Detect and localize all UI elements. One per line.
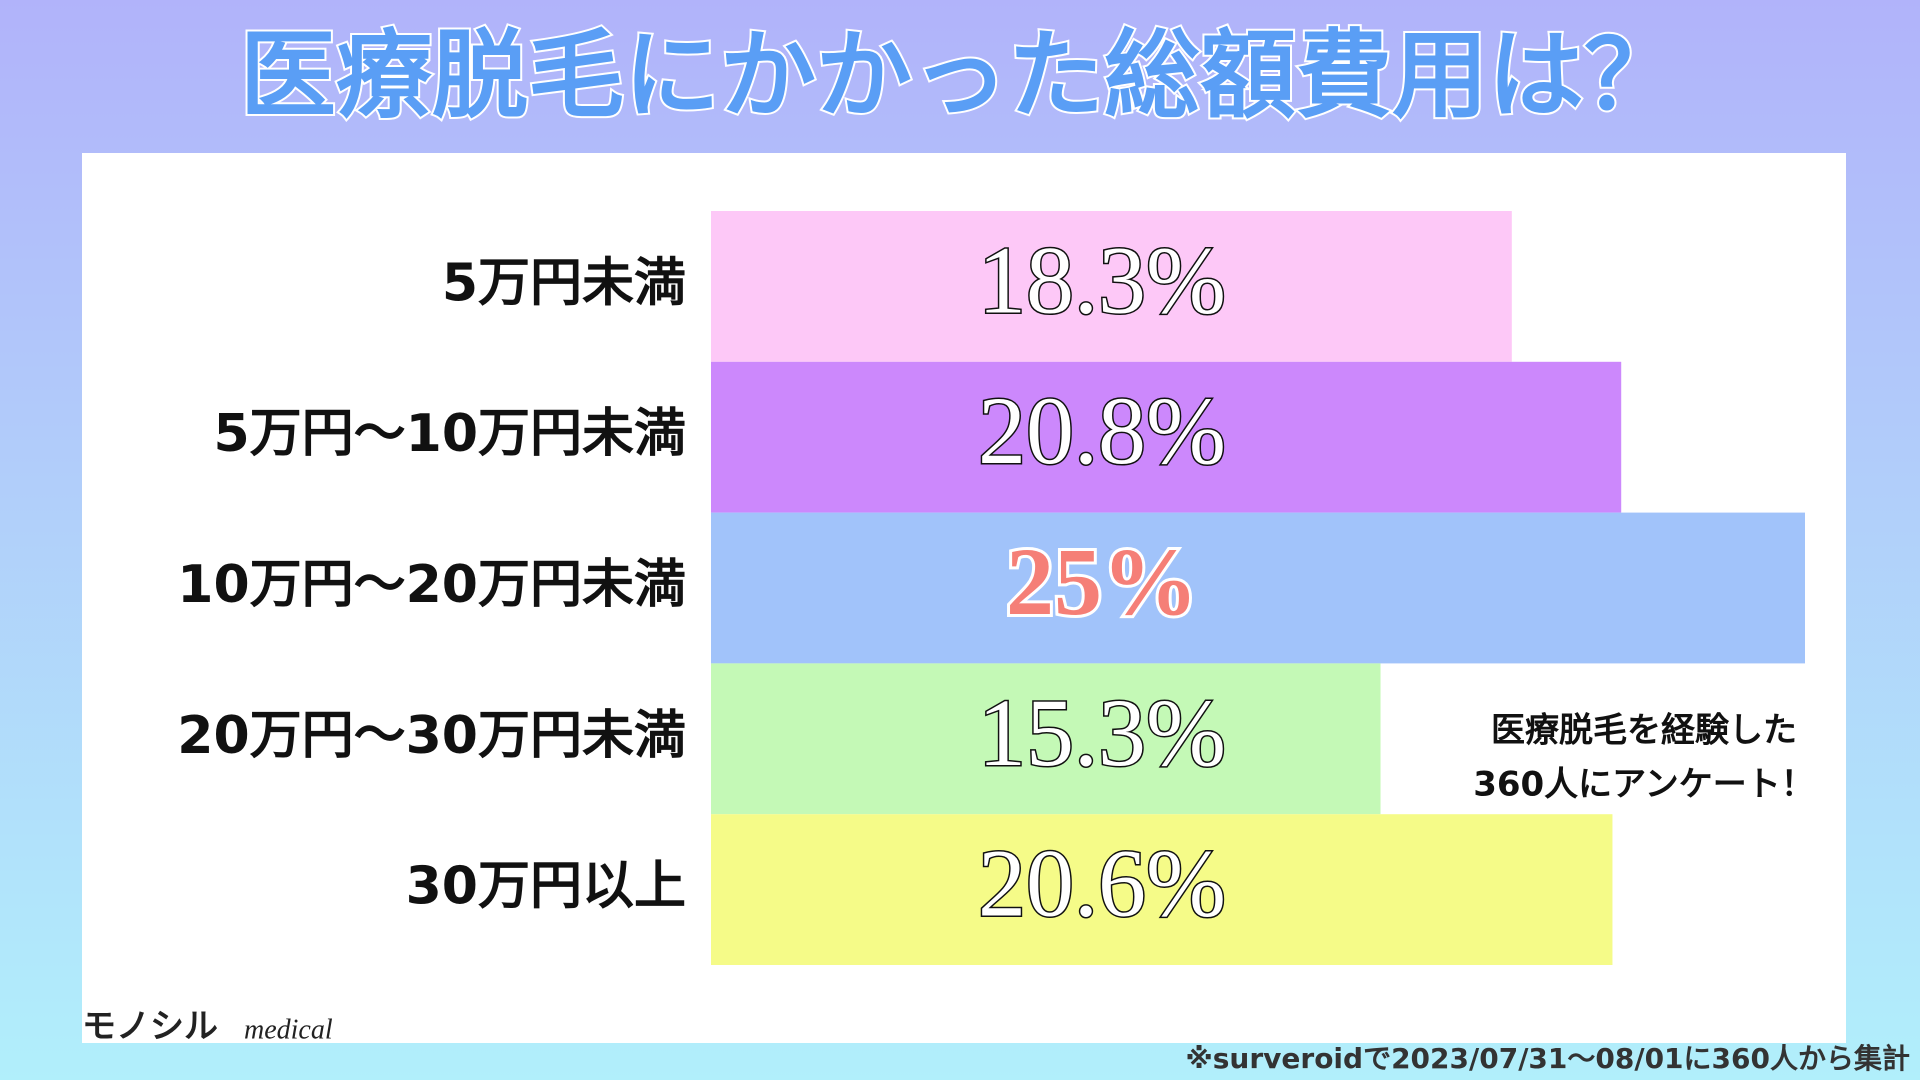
category-label: 10万円～20万円未満 <box>177 555 686 615</box>
value-label: 18.3% <box>978 226 1226 333</box>
category-label: 5万円未満 <box>442 253 686 313</box>
bar <box>711 814 1613 965</box>
chart-title: 医療脱毛にかかった総額費用は？ <box>240 19 1680 131</box>
value-label: 20.8% <box>978 377 1226 484</box>
bar <box>711 361 1622 513</box>
annotation: 360人にアンケート！ <box>1473 765 1815 805</box>
bar <box>711 512 1805 664</box>
footnote: ※surveroidで2023/07/31～08/01に360人から集計 <box>1186 1042 1910 1075</box>
bar <box>711 663 1381 815</box>
category-label: 30万円以上 <box>406 857 686 917</box>
category-label: 20万円～30万円未満 <box>177 706 686 766</box>
annotation: 医療脱毛を経験した <box>1491 711 1797 751</box>
value-label: 25% <box>1006 528 1198 635</box>
value-label: 15.3% <box>978 679 1226 786</box>
value-label: 20.6% <box>978 830 1226 937</box>
logo-sub: medical <box>244 1014 333 1045</box>
bar <box>711 211 1512 362</box>
category-label: 5万円～10万円未満 <box>213 404 686 464</box>
logo: モノシル <box>82 1007 218 1047</box>
